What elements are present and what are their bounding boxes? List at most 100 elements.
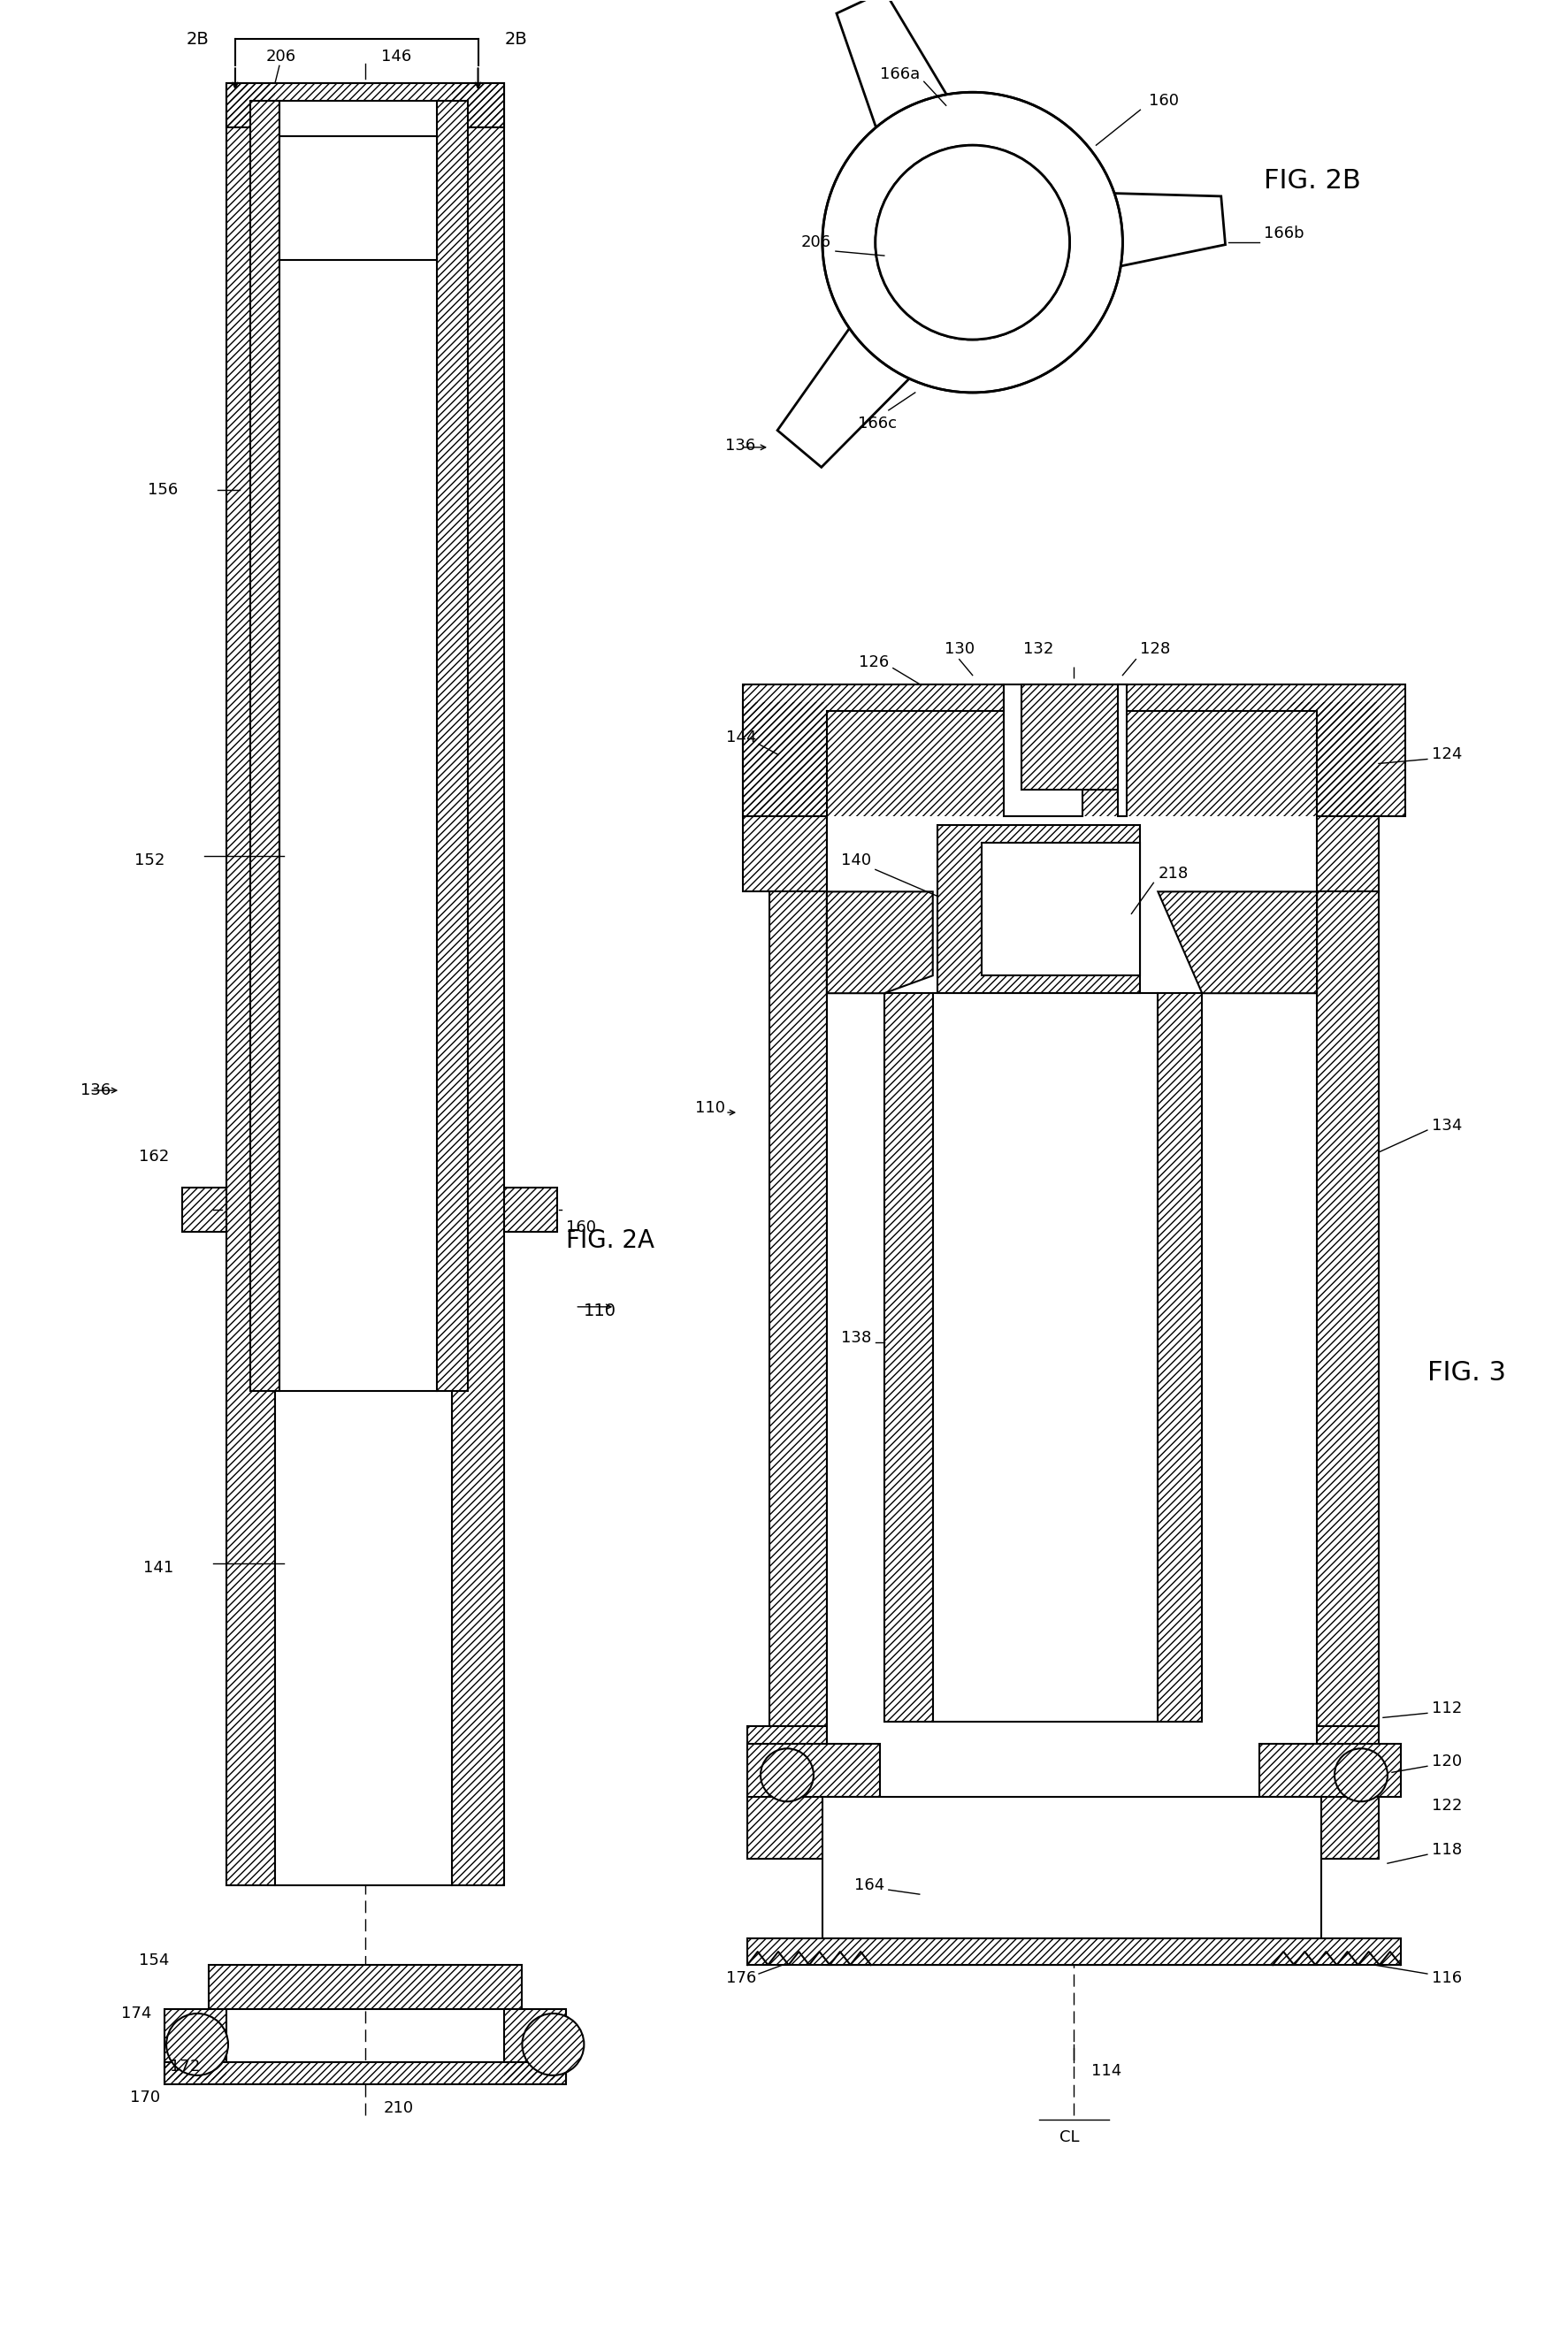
Bar (182, 1187, 226, 1232)
Text: 174: 174 (121, 2006, 152, 2022)
Text: 110: 110 (695, 1100, 726, 1117)
Bar (770, 891, 826, 1727)
Polygon shape (778, 321, 916, 467)
Text: 132: 132 (1024, 640, 1054, 657)
Text: 141: 141 (143, 1560, 174, 1577)
Bar (251, 101, 279, 1391)
Text: 114: 114 (1091, 2062, 1123, 2079)
Text: 160: 160 (566, 1220, 596, 1236)
Circle shape (1334, 1748, 1388, 1802)
Bar (1317, 891, 1378, 1727)
Polygon shape (826, 891, 933, 992)
Bar (436, 101, 467, 1391)
Bar (884, 992, 933, 1722)
Text: 166a: 166a (880, 66, 919, 82)
Text: 166c: 166c (858, 415, 897, 432)
Bar (165, 2008, 226, 2081)
Bar (1021, 685, 1118, 791)
Text: 144: 144 (726, 730, 756, 746)
Text: 116: 116 (1432, 1971, 1461, 1987)
Text: 136: 136 (726, 439, 756, 453)
Circle shape (875, 145, 1069, 340)
Bar (165, 2062, 566, 2083)
Bar (826, 711, 1317, 1966)
Bar (748, 1938, 1400, 1966)
Text: 130: 130 (944, 640, 974, 657)
Text: 110: 110 (583, 1302, 616, 1321)
Text: 146: 146 (381, 49, 412, 66)
Polygon shape (1105, 192, 1225, 267)
Bar (770, 891, 826, 1727)
Bar (1259, 1743, 1400, 1797)
Text: 152: 152 (135, 854, 165, 868)
Bar (748, 1743, 880, 1797)
Text: 124: 124 (1432, 746, 1461, 762)
Bar (1295, 1727, 1378, 1858)
Bar (938, 826, 1140, 992)
Text: 126: 126 (858, 655, 889, 671)
Bar (748, 1727, 826, 1858)
Text: CL: CL (1060, 2130, 1080, 2144)
Text: 128: 128 (1140, 640, 1171, 657)
Bar (748, 1743, 880, 1797)
Text: 2B: 2B (505, 30, 527, 47)
Bar (505, 1187, 558, 1232)
Bar (748, 1727, 826, 1858)
Bar (1295, 1727, 1378, 1858)
Text: 170: 170 (130, 2090, 160, 2104)
Text: 120: 120 (1432, 1755, 1461, 1769)
Text: 206: 206 (267, 49, 296, 66)
Text: 172: 172 (169, 2057, 199, 2074)
Bar (274, 84, 452, 1886)
Bar (226, 84, 505, 127)
Bar (938, 826, 1140, 992)
Bar (743, 701, 826, 891)
Text: 118: 118 (1432, 1842, 1461, 1858)
Bar (452, 84, 505, 1886)
Circle shape (760, 1748, 814, 1802)
Text: 176: 176 (726, 1971, 756, 1987)
Bar (436, 101, 467, 1391)
Bar (209, 1966, 522, 2008)
Bar (1021, 685, 1118, 791)
Circle shape (166, 2013, 229, 2076)
Text: 210: 210 (383, 2100, 414, 2116)
Text: 218: 218 (1157, 866, 1189, 882)
Bar (165, 2062, 566, 2083)
Bar (743, 685, 1004, 816)
Text: FIG. 2A: FIG. 2A (566, 1229, 655, 1253)
Bar (209, 1966, 522, 2008)
Bar (743, 685, 1004, 816)
Bar (1118, 685, 1127, 816)
Bar (1157, 992, 1203, 1722)
Bar (933, 992, 1157, 1722)
Text: 164: 164 (855, 1877, 884, 1893)
Bar (226, 84, 274, 1886)
Circle shape (875, 145, 1069, 340)
Bar (452, 84, 505, 1886)
Text: 138: 138 (840, 1330, 870, 1347)
Bar (505, 2008, 566, 2081)
Text: 156: 156 (147, 481, 177, 497)
Circle shape (522, 2013, 583, 2076)
Bar (505, 2008, 566, 2081)
Bar (165, 2008, 226, 2081)
Bar (1317, 891, 1378, 1727)
Bar (279, 101, 436, 1391)
Bar (505, 1187, 558, 1232)
Text: 2B: 2B (187, 30, 209, 47)
Polygon shape (1157, 891, 1317, 992)
Bar (182, 1187, 226, 1232)
Text: 140: 140 (840, 854, 870, 868)
Text: 160: 160 (1149, 94, 1179, 108)
Text: 136: 136 (80, 1082, 111, 1098)
Bar (279, 136, 436, 260)
Text: 166b: 166b (1264, 225, 1305, 242)
Bar (226, 84, 505, 127)
Bar (1083, 685, 1405, 816)
Bar (982, 842, 1140, 976)
Bar (1290, 701, 1378, 891)
Text: 134: 134 (1432, 1117, 1461, 1133)
Bar (1290, 701, 1378, 891)
Bar (1259, 1743, 1400, 1797)
